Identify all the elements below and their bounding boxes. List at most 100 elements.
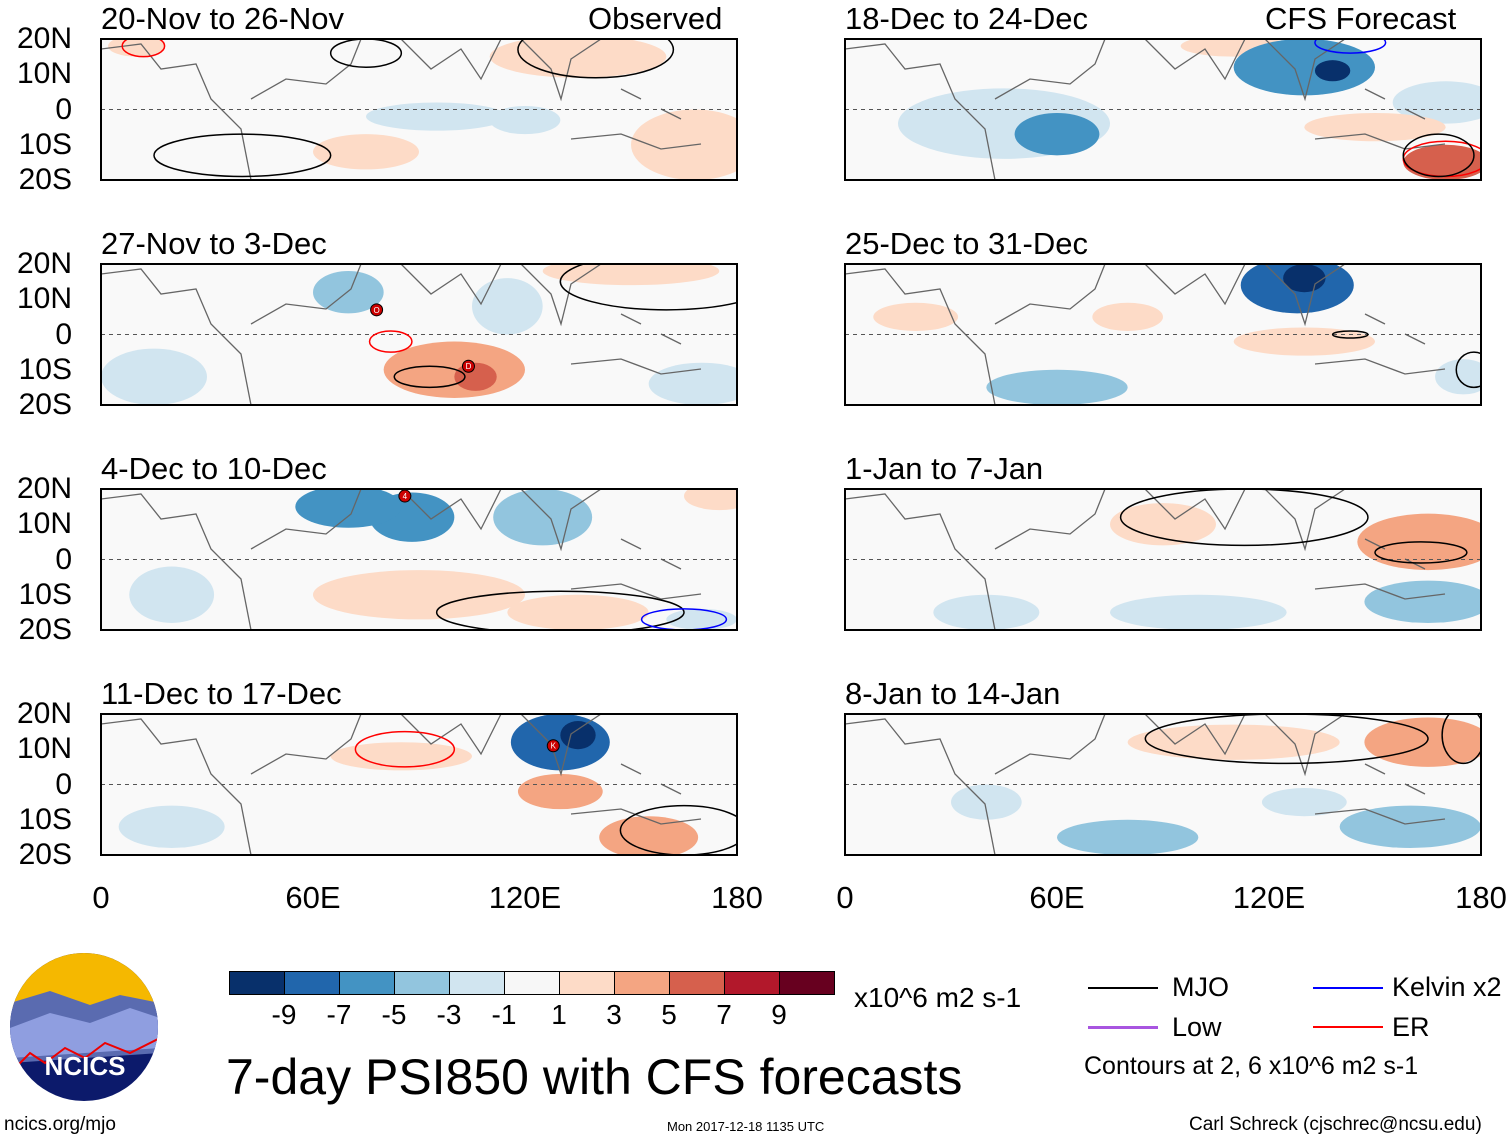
coastline: [101, 264, 702, 405]
tropical-cyclone-marker: O: [370, 303, 384, 317]
coastline: [845, 489, 1446, 630]
anomaly-region: [560, 721, 596, 750]
anomaly-region: [1057, 819, 1199, 855]
observed-label: Observed: [588, 1, 723, 36]
anomaly-region: [313, 271, 384, 314]
map-panel: [844, 263, 1482, 406]
wave-contour: [1119, 489, 1369, 547]
colorbar-tick-label: 9: [771, 999, 787, 1030]
coastline: [101, 714, 702, 855]
map-panel: OD: [100, 263, 738, 406]
units-label: x10^6 m2 s-1: [854, 982, 1022, 1013]
colorbar-tick-label: -3: [436, 999, 462, 1030]
anomaly-region: [1314, 60, 1351, 82]
wave-contour: [1374, 541, 1468, 564]
anomaly-region: [489, 39, 667, 78]
svg-text:K: K: [551, 742, 557, 751]
anomaly-region: [1261, 788, 1347, 817]
map-panel: 4: [100, 488, 738, 631]
footer-url[interactable]: ncics.org/mjo: [4, 1114, 116, 1135]
anomaly-region: [313, 570, 525, 620]
lon-tick-label: 120E: [488, 880, 562, 915]
anomaly-region: [101, 348, 207, 405]
colorbar-swatch: [725, 972, 780, 994]
anomaly-region: [1233, 39, 1375, 96]
lat-tick-label: 10S: [18, 802, 72, 836]
wave-contour: [1455, 351, 1481, 389]
footer-author: Carl Schreck (cjschrec@ncsu.edu): [1189, 1114, 1482, 1135]
coastline: [845, 264, 1446, 405]
anomaly-region: [684, 489, 737, 511]
colorbar-tick-label: 7: [716, 999, 732, 1030]
lat-tick-label: 0: [55, 767, 72, 801]
colorbar-tick-label: -7: [326, 999, 352, 1030]
lon-tick-label: 120E: [1232, 880, 1306, 915]
legend-mjo-label: MJO: [1172, 972, 1229, 1002]
colorbar-swatch: [615, 972, 670, 994]
map-panel: [844, 38, 1482, 181]
anomaly-region: [933, 594, 1040, 630]
lat-tick-label: 20N: [16, 247, 72, 280]
colorbar-tick-label: 5: [661, 999, 677, 1030]
panel-frame: [844, 263, 1482, 406]
wave-contour: [1441, 714, 1481, 765]
anomaly-region: [1014, 113, 1100, 156]
legend-kelvin-label: Kelvin x2: [1392, 972, 1502, 1002]
anomaly-region: [1092, 302, 1163, 331]
colorbar-swatch: [285, 972, 340, 994]
colorbar-tick-label: -5: [381, 999, 407, 1030]
colorbar-tick-label: -9: [271, 999, 297, 1030]
anomaly-region: [366, 102, 508, 131]
map-panel: [100, 38, 738, 181]
tropical-cyclone-marker: K: [546, 739, 560, 753]
coastline: [101, 39, 702, 180]
anomaly-region: [599, 816, 699, 855]
wave-contour: [435, 590, 685, 630]
panel-frame: [844, 488, 1482, 631]
lat-tick-label: 20N: [16, 22, 72, 55]
wave-contour: [153, 133, 332, 178]
anomaly-region: [313, 134, 419, 170]
svg-text:D: D: [466, 362, 472, 371]
contours-note: Contours at 2, 6 x10^6 m2 s-1: [1084, 1052, 1419, 1080]
legend-kelvin-line: [1313, 987, 1383, 989]
lat-tick-label: 20S: [18, 388, 72, 421]
legend-er-line: [1313, 1026, 1383, 1028]
panel-title: 18-Dec to 24-Dec: [845, 1, 1088, 36]
svg-text:4: 4: [403, 492, 408, 501]
coastline: [845, 714, 1446, 855]
panel-title: 20-Nov to 26-Nov: [101, 1, 344, 36]
panel-frame: [100, 713, 738, 856]
anomaly-region: [631, 109, 737, 180]
lat-tick-label: 10S: [18, 577, 72, 611]
anomaly-region: [1339, 805, 1481, 848]
panel-frame: [100, 488, 738, 631]
colorbar-tick-label: -1: [491, 999, 517, 1030]
colorbar-swatch: [230, 972, 285, 994]
lat-tick-label: 10S: [18, 352, 72, 386]
ncics-logo: NCICS: [10, 953, 158, 1101]
anomaly-region: [472, 278, 543, 335]
lat-tick-label: 20S: [18, 613, 72, 646]
lat-tick-label: 0: [55, 317, 72, 351]
lat-tick-label: 10N: [16, 732, 72, 766]
panel-frame: [844, 38, 1482, 181]
panel-title: 4-Dec to 10-Dec: [101, 451, 327, 486]
panel-title: 27-Nov to 3-Dec: [101, 226, 327, 261]
map-panel: [844, 488, 1482, 631]
svg-text:O: O: [373, 306, 379, 315]
lon-tick-label: 60E: [1029, 880, 1085, 915]
wave-contour: [1402, 133, 1475, 178]
panel-title: 11-Dec to 17-Dec: [101, 676, 342, 711]
lon-tick-label: 0: [836, 880, 854, 915]
lat-tick-label: 10N: [16, 507, 72, 541]
lat-tick-label: 10N: [16, 57, 72, 91]
footer-timestamp: Mon 2017-12-18 1135 UTC: [667, 1119, 825, 1134]
lat-tick-label: 10S: [18, 127, 72, 161]
colorbar-swatch: [780, 972, 834, 994]
lat-tick-label: 10N: [16, 282, 72, 316]
wave-contour: [559, 264, 737, 311]
wave-contour: [329, 39, 403, 68]
colorbar-tick-label: 1: [551, 999, 567, 1030]
panel-frame: [844, 713, 1482, 856]
